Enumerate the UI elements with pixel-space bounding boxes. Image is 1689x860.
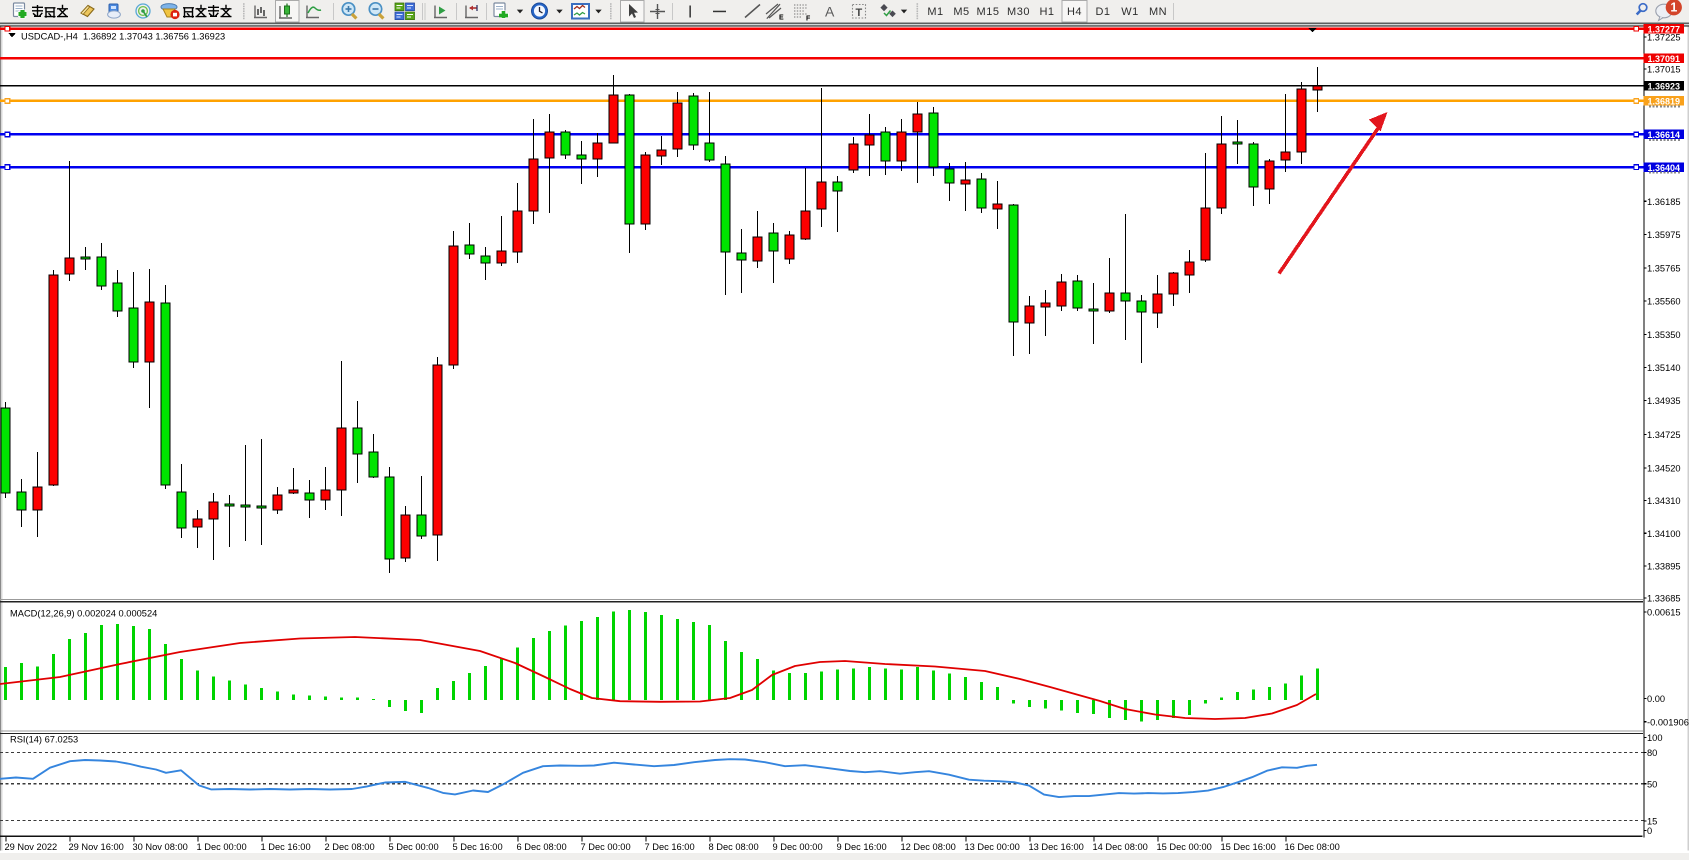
svg-text:15 Dec 16:00: 15 Dec 16:00 [1221, 842, 1276, 852]
svg-text:1.35140: 1.35140 [1647, 363, 1681, 373]
svg-text:7 Dec 00:00: 7 Dec 00:00 [581, 842, 631, 852]
svg-text:1.37225: 1.37225 [1647, 33, 1681, 43]
svg-text:1.37015: 1.37015 [1647, 65, 1681, 75]
svg-text:7 Dec 16:00: 7 Dec 16:00 [645, 842, 695, 852]
svg-text:1.36185: 1.36185 [1647, 197, 1681, 207]
svg-text:F: F [806, 16, 811, 23]
svg-text:5 Dec 16:00: 5 Dec 16:00 [453, 842, 503, 852]
svg-text:8 Dec 08:00: 8 Dec 08:00 [709, 842, 759, 852]
svg-text:15 Dec 00:00: 15 Dec 00:00 [1157, 842, 1212, 852]
svg-text:6 Dec 08:00: 6 Dec 08:00 [517, 842, 567, 852]
svg-text:0.00615: 0.00615 [1647, 608, 1681, 618]
svg-text:29 Nov 16:00: 29 Nov 16:00 [69, 842, 124, 852]
svg-text:30 Nov 08:00: 30 Nov 08:00 [133, 842, 188, 852]
svg-text:16 Dec 08:00: 16 Dec 08:00 [1285, 842, 1340, 852]
svg-text:-0.001906: -0.001906 [1647, 717, 1689, 727]
svg-text:MACD(12,26,9) 0.002024 0.00052: MACD(12,26,9) 0.002024 0.000524 [10, 609, 157, 619]
svg-text:1.33685: 1.33685 [1647, 594, 1681, 604]
svg-text:9 Dec 16:00: 9 Dec 16:00 [837, 842, 887, 852]
svg-text:1 Dec 16:00: 1 Dec 16:00 [261, 842, 311, 852]
svg-text:13 Dec 16:00: 13 Dec 16:00 [1029, 842, 1084, 852]
svg-text:14 Dec 08:00: 14 Dec 08:00 [1093, 842, 1148, 852]
svg-text:15: 15 [1647, 817, 1657, 827]
svg-text:50: 50 [1647, 779, 1657, 789]
svg-text:H1: H1 [1039, 6, 1054, 18]
svg-text:1.35765: 1.35765 [1647, 264, 1681, 274]
svg-text:1.35975: 1.35975 [1647, 230, 1681, 240]
svg-text:5 Dec 00:00: 5 Dec 00:00 [389, 842, 439, 852]
svg-text:W1: W1 [1121, 6, 1139, 18]
svg-text:1.37091: 1.37091 [1648, 54, 1681, 64]
svg-text:1: 1 [1670, 1, 1677, 15]
svg-text:13 Dec 00:00: 13 Dec 00:00 [965, 842, 1020, 852]
svg-text:12 Dec 08:00: 12 Dec 08:00 [901, 842, 956, 852]
svg-text:E: E [779, 15, 784, 22]
svg-text:1.37277: 1.37277 [1648, 24, 1681, 34]
svg-text:1.36819: 1.36819 [1648, 97, 1681, 107]
svg-text:M1: M1 [927, 6, 943, 18]
svg-text:100: 100 [1647, 733, 1663, 743]
svg-text:H4: H4 [1067, 6, 1082, 18]
svg-text:1.33895: 1.33895 [1647, 562, 1681, 572]
svg-text:USDCAD-,H4 1.36892 1.37043 1.: USDCAD-,H4 1.36892 1.37043 1.36756 1.369… [21, 31, 225, 41]
svg-text:9 Dec 00:00: 9 Dec 00:00 [773, 842, 823, 852]
svg-text:1.34725: 1.34725 [1647, 430, 1681, 440]
svg-text:1.35560: 1.35560 [1647, 297, 1681, 307]
svg-text:1.36923: 1.36923 [1648, 81, 1681, 91]
svg-text:MN: MN [1149, 6, 1167, 18]
svg-text:A: A [825, 4, 835, 20]
svg-text:0.00: 0.00 [1647, 694, 1665, 704]
svg-text:M30: M30 [1007, 6, 1030, 18]
svg-text:1.36614: 1.36614 [1648, 130, 1681, 140]
svg-text:RSI(14) 67.0253: RSI(14) 67.0253 [10, 735, 78, 745]
svg-text:29 Nov 2022: 29 Nov 2022 [5, 842, 58, 852]
svg-text:M5: M5 [953, 6, 969, 18]
svg-text:80: 80 [1647, 748, 1657, 758]
svg-text:1.35350: 1.35350 [1647, 330, 1681, 340]
svg-text:T: T [856, 7, 863, 19]
svg-text:2 Dec 08:00: 2 Dec 08:00 [325, 842, 375, 852]
svg-text:1 Dec 00:00: 1 Dec 00:00 [197, 842, 247, 852]
svg-text:M15: M15 [977, 6, 1000, 18]
svg-text:0: 0 [1647, 826, 1652, 836]
svg-text:D1: D1 [1095, 6, 1110, 18]
svg-text:1.36404: 1.36404 [1648, 163, 1681, 173]
svg-text:1.34100: 1.34100 [1647, 529, 1681, 539]
svg-text:1.34935: 1.34935 [1647, 396, 1681, 406]
svg-text:1.34520: 1.34520 [1647, 464, 1681, 474]
svg-text:1.34310: 1.34310 [1647, 496, 1681, 506]
